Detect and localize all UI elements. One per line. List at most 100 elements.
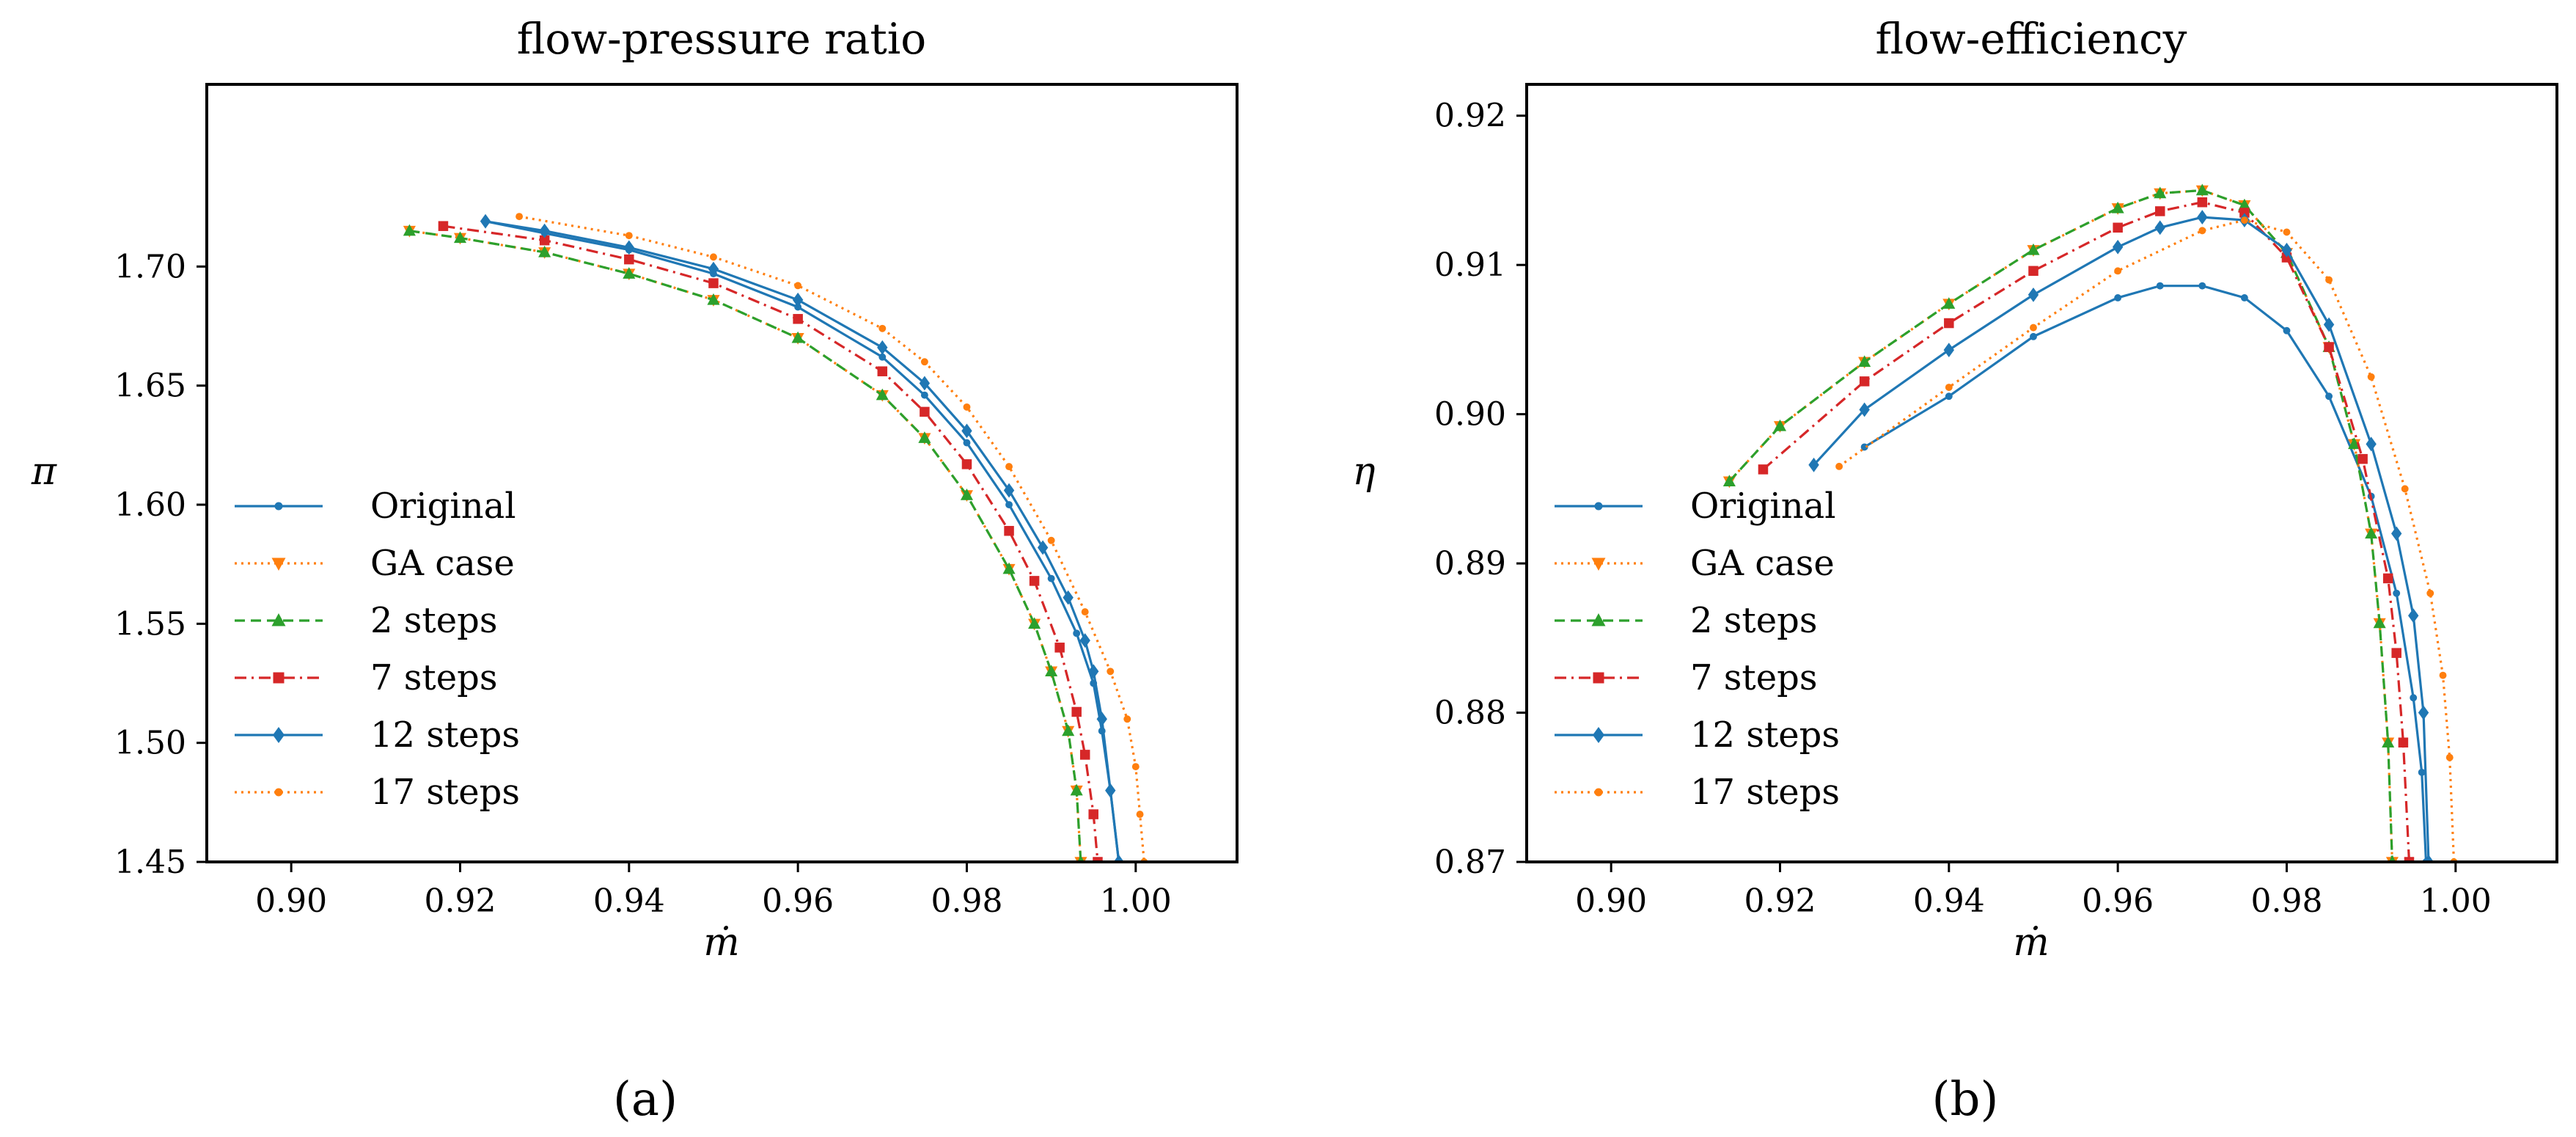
data-point-7-steps: [708, 278, 719, 288]
data-point-7-steps: [539, 235, 550, 246]
data-point-original: [2410, 694, 2418, 702]
data-point-7-steps: [1088, 809, 1098, 819]
data-point-2-steps: [2365, 527, 2378, 539]
data-point-7-steps: [2357, 453, 2368, 464]
data-point-original: [1860, 443, 1868, 451]
data-point-12-steps: [2028, 287, 2039, 302]
data-point-7-steps: [961, 459, 972, 469]
data-point-2-steps: [918, 431, 931, 443]
panel-b-legend: Original GA case 2 steps 7 steps 12 steps 17 …: [1555, 486, 1840, 813]
data-point-2-steps: [1722, 475, 1736, 486]
data-point-17-steps: [1107, 668, 1115, 676]
data-point-2-steps: [2111, 201, 2124, 213]
data-point-12-steps: [2408, 608, 2419, 624]
data-point-2-steps: [538, 245, 551, 257]
legend-label: 7 steps: [370, 657, 497, 698]
data-point-7-steps: [2404, 857, 2415, 862]
data-point-2-steps: [1858, 355, 1871, 368]
series-line-7-steps: [443, 224, 1099, 862]
series-line-2-steps: [1728, 189, 2393, 862]
panel-b-xlabel: ṁ: [2013, 921, 2049, 965]
data-point-17-steps: [2198, 227, 2206, 235]
data-point-7-steps: [2391, 648, 2401, 658]
panel-b-ylabel: η: [1352, 450, 1375, 494]
data-point-7-steps: [877, 366, 888, 376]
data-point-original: [2114, 293, 2122, 301]
data-point-12-steps: [1096, 712, 1107, 727]
panel-a-subfig-label: (a): [613, 1072, 678, 1127]
series-line-12-steps: [1813, 216, 2430, 862]
data-point-original: [2240, 293, 2248, 301]
data-point-12-steps: [2390, 526, 2402, 541]
data-point-original: [878, 353, 887, 361]
data-point-7-steps: [2197, 197, 2208, 208]
data-point-original: [2325, 392, 2333, 401]
data-point-7-steps: [2239, 208, 2250, 218]
legend-marker: [274, 502, 283, 511]
data-point-2-steps: [2027, 243, 2040, 255]
data-point-2-steps: [1773, 419, 1787, 431]
legend-marker: [271, 557, 286, 571]
data-point-17-steps: [2283, 228, 2291, 236]
data-point-12-steps: [919, 376, 931, 391]
panel-b-plot-frame: [1525, 83, 2558, 863]
data-point-12-steps: [1113, 855, 1124, 862]
data-point-original: [963, 439, 971, 447]
data-point-2-steps: [2373, 616, 2386, 629]
legend-item-ga-case: GA case: [1555, 543, 1835, 584]
legend-marker: [274, 788, 283, 797]
legend-item-7-steps: 7 steps: [1555, 657, 1817, 698]
data-point-original: [2283, 326, 2291, 334]
legend-marker: [1594, 502, 1603, 511]
legend-marker: [273, 727, 285, 743]
data-point-17-steps: [2401, 485, 2409, 493]
data-point-17-steps: [2445, 753, 2454, 761]
data-point-7-steps: [1093, 857, 1103, 862]
data-point-2-steps: [1942, 297, 1956, 309]
legend-label: Original: [1690, 486, 1836, 527]
data-point-original: [2418, 768, 2426, 776]
legend-label: GA case: [370, 543, 515, 584]
panel-a-legend: Original GA case 2 steps 7 steps 12 steps 17 …: [235, 486, 520, 813]
legend-item-17-steps: 17 steps: [1555, 772, 1840, 813]
data-point-17-steps: [2240, 216, 2248, 224]
legend-item-7-steps: 7 steps: [235, 657, 497, 698]
data-point-2-steps: [1002, 562, 1016, 574]
data-point-original: [2198, 282, 2206, 290]
panel-b-title: flow-efficiency: [1876, 14, 2187, 64]
data-point-original: [2156, 282, 2164, 290]
data-point-7-steps: [1004, 525, 1014, 536]
y-tick-label: 0.87: [1434, 844, 1506, 881]
legend-marker: [1591, 613, 1606, 626]
legend-label: 2 steps: [1690, 600, 1817, 641]
data-point-12-steps: [1088, 664, 1099, 679]
data-point-7-steps: [624, 254, 634, 265]
legend-marker: [1593, 672, 1604, 684]
data-point-2-steps: [453, 231, 467, 244]
data-point-12-steps: [480, 213, 491, 229]
legend-item-2-steps: 2 steps: [1555, 600, 1817, 641]
legend-marker: [1593, 727, 1604, 743]
data-point-17-steps: [1131, 763, 1140, 771]
legend-label: 12 steps: [1690, 714, 1840, 756]
x-tick-label: 0.90: [255, 882, 327, 920]
data-point-7-steps: [2398, 737, 2409, 747]
panel-b-ticks: 0.90 0.92 0.94 0.96 0.98 1.00 0.87 0.88 0.89 0.90…: [1434, 98, 2492, 920]
legend-label: 17 steps: [370, 772, 520, 813]
data-point-12-steps: [623, 240, 635, 255]
y-tick-label: 1.55: [114, 605, 186, 643]
panel-a-series: [403, 213, 1148, 862]
data-point-12-steps: [1003, 483, 1015, 498]
legend-label: 12 steps: [370, 714, 520, 756]
panel-a-plot-frame: [205, 83, 1239, 863]
data-point-17-steps: [1136, 811, 1144, 819]
legend-item-original: Original: [235, 486, 516, 527]
data-point-12-steps: [2418, 705, 2429, 720]
data-point-2-steps: [623, 267, 636, 279]
data-point-17-steps: [2030, 323, 2037, 332]
panel-a-title: flow-pressure ratio: [517, 14, 926, 64]
y-tick-label: 1.50: [114, 725, 186, 762]
data-point-original: [2030, 332, 2037, 340]
data-point-12-steps: [2423, 855, 2434, 862]
